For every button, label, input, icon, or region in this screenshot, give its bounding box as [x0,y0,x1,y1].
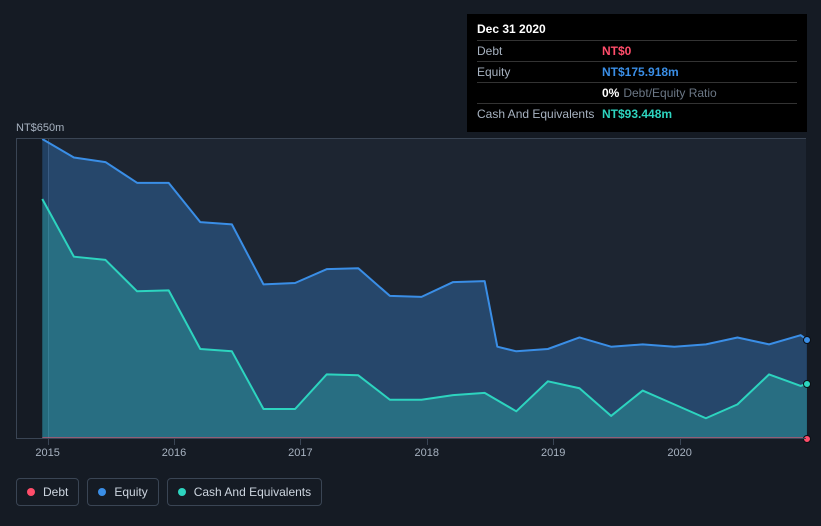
tooltip-value: NT$0 [602,44,797,58]
tooltip-value: NT$93.448m [602,107,797,121]
chart-tooltip: Dec 31 2020 Debt NT$0 Equity NT$175.918m… [467,14,807,132]
x-axis-tick [300,439,301,445]
chart-plot-area[interactable] [16,138,806,438]
legend-dot-icon [178,488,186,496]
tooltip-label: Debt [477,44,602,58]
x-axis-tick [553,439,554,445]
tooltip-row-debt: Debt NT$0 [477,40,797,61]
chart-container: Dec 31 2020 Debt NT$0 Equity NT$175.918m… [0,0,821,526]
legend-dot-icon [98,488,106,496]
tooltip-row-equity: Equity NT$175.918m [477,61,797,82]
x-axis-label: 2020 [667,447,691,459]
x-axis-label: 2015 [35,447,59,459]
tooltip-label: Cash And Equivalents [477,107,602,121]
x-axis-tick [427,439,428,445]
tooltip-value: NT$175.918m [602,65,797,79]
x-axis: 2015 2016 2017 2018 2019 2020 [16,438,806,458]
legend-label: Equity [114,485,147,499]
x-axis-tick [680,439,681,445]
x-axis-label: 2018 [415,447,439,459]
chart-legend: Debt Equity Cash And Equivalents [16,478,322,506]
legend-label: Debt [43,485,68,499]
tooltip-label: Equity [477,65,602,79]
series-end-marker [803,336,811,344]
tooltip-date: Dec 31 2020 [477,22,797,40]
x-axis-label: 2016 [162,447,186,459]
y-axis-max-label: NT$650m [16,122,64,134]
tooltip-row-ratio: 0% Debt/Equity Ratio [477,82,797,103]
x-axis-label: 2019 [541,447,565,459]
legend-label: Cash And Equivalents [194,485,311,499]
series-end-marker [803,380,811,388]
tooltip-row-cash: Cash And Equivalents NT$93.448m [477,103,797,124]
legend-item[interactable]: Cash And Equivalents [167,478,322,506]
tooltip-ratio-label: Debt/Equity Ratio [623,86,716,100]
legend-item[interactable]: Debt [16,478,79,506]
legend-item[interactable]: Equity [87,478,158,506]
x-axis-label: 2017 [288,447,312,459]
legend-dot-icon [27,488,35,496]
x-axis-tick [174,439,175,445]
x-axis-tick [48,439,49,445]
tooltip-ratio-pct: 0% [602,86,619,100]
